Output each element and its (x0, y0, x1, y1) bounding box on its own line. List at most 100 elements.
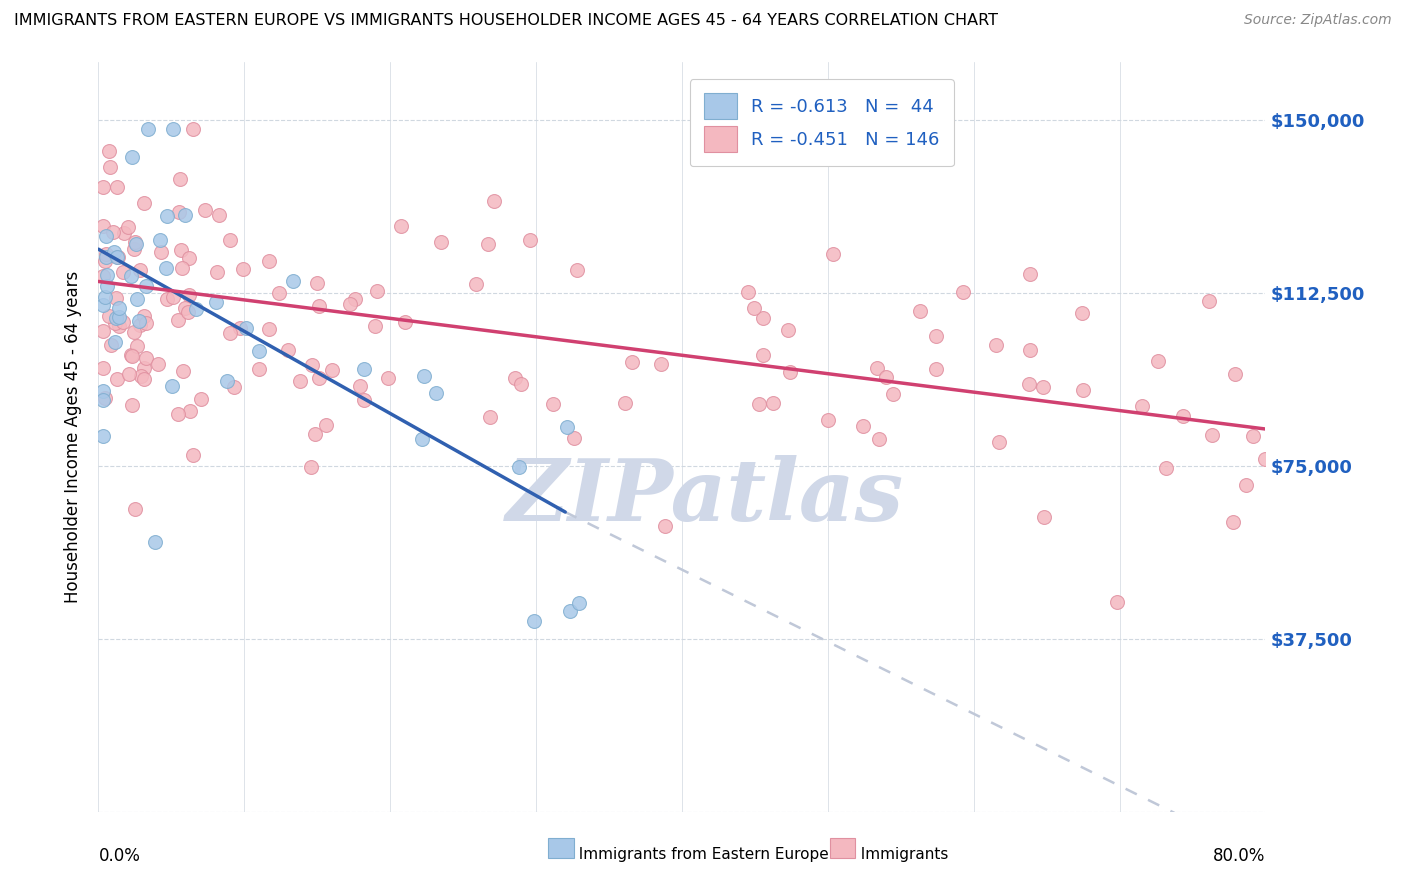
Text: Source: ZipAtlas.com: Source: ZipAtlas.com (1244, 13, 1392, 28)
Point (222, 380, 245, 394)
Legend: R = -0.613   N =  44, R = -0.451   N = 146: R = -0.613 N = 44, R = -0.451 N = 146 (690, 79, 955, 166)
Point (132, 371, 155, 385)
Point (97, 145, 120, 159)
Point (304, 426, 326, 441)
Point (91, 324, 114, 338)
Point (567, 596, 589, 610)
Point (121, 349, 143, 363)
Point (124, 501, 146, 516)
Point (122, 242, 145, 256)
Point (172, 364, 194, 378)
Point (167, 205, 190, 219)
Point (477, 237, 499, 252)
Point (852, 419, 875, 434)
Text: Immigrants from Eastern Europe: Immigrants from Eastern Europe (569, 847, 830, 863)
Point (129, 368, 152, 383)
Point (465, 277, 488, 292)
Point (283, 274, 305, 288)
Point (91, 219, 114, 233)
Point (120, 269, 142, 284)
Point (343, 292, 366, 306)
Point (307, 277, 329, 291)
Point (817, 412, 839, 426)
Point (105, 372, 128, 386)
Point (108, 318, 131, 333)
Point (94, 228, 117, 243)
Point (169, 172, 191, 186)
Point (194, 202, 217, 217)
Point (778, 323, 800, 337)
Point (654, 519, 676, 533)
Point (1222, 515, 1244, 529)
Point (411, 432, 433, 446)
Point (162, 290, 184, 304)
Point (288, 374, 311, 388)
Point (100, 337, 122, 351)
Point (98, 160, 121, 174)
Point (742, 301, 765, 315)
Point (232, 262, 254, 277)
Point (299, 460, 322, 475)
Point (135, 351, 157, 366)
Point (349, 378, 371, 392)
Point (96, 247, 118, 261)
Point (96, 268, 118, 283)
Point (1019, 343, 1042, 358)
Point (269, 286, 291, 301)
Point (762, 396, 785, 410)
Point (215, 374, 238, 388)
Y-axis label: Householder Income Ages 45 - 64 years: Householder Income Ages 45 - 64 years (65, 271, 83, 603)
Point (118, 367, 141, 381)
Point (865, 360, 887, 375)
Point (128, 314, 150, 328)
Point (277, 343, 299, 357)
Point (1033, 510, 1056, 524)
Point (150, 244, 173, 259)
Point (984, 337, 1007, 351)
Point (101, 225, 124, 239)
Point (117, 219, 139, 234)
Point (1201, 428, 1223, 442)
Point (614, 395, 637, 409)
Text: IMMIGRANTS FROM EASTERN EUROPE VS IMMIGRANTS HOUSEHOLDER INCOME AGES 45 - 64 YEA: IMMIGRANTS FROM EASTERN EUROPE VS IMMIGR… (14, 13, 998, 29)
Point (779, 365, 801, 379)
Point (207, 208, 229, 222)
Point (219, 326, 242, 341)
Point (146, 357, 169, 371)
Point (91, 429, 114, 443)
Point (156, 292, 179, 306)
Point (138, 122, 160, 136)
Point (170, 243, 193, 257)
Point (149, 233, 172, 247)
Point (104, 311, 127, 326)
Point (177, 251, 200, 265)
Point (737, 285, 759, 299)
Point (389, 219, 412, 233)
Point (1234, 477, 1257, 491)
Point (127, 292, 149, 306)
Point (105, 250, 128, 264)
Point (366, 284, 388, 298)
Point (1253, 451, 1275, 466)
Point (104, 316, 127, 330)
Point (104, 334, 127, 349)
Point (555, 420, 578, 434)
Point (135, 278, 157, 293)
Point (98, 309, 121, 323)
Point (308, 370, 330, 384)
Point (162, 379, 184, 393)
Point (1071, 305, 1094, 319)
Point (1032, 380, 1054, 394)
Point (1225, 367, 1247, 381)
Point (125, 339, 148, 353)
Point (377, 371, 399, 385)
Point (621, 355, 644, 369)
Point (135, 316, 157, 330)
Point (1173, 409, 1195, 424)
Point (143, 535, 166, 549)
Point (93, 290, 115, 304)
Point (519, 233, 541, 247)
Text: 0.0%: 0.0% (98, 847, 141, 865)
Point (315, 418, 337, 433)
Point (562, 431, 585, 445)
